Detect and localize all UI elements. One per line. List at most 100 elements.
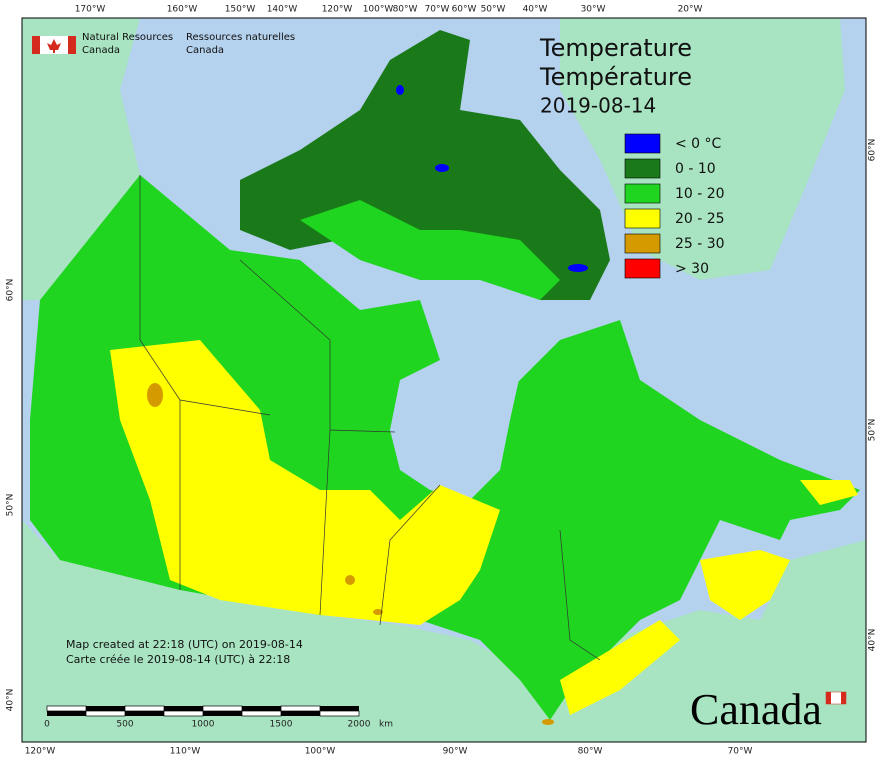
scale-unit: km	[379, 720, 393, 730]
legend-swatch	[624, 233, 661, 254]
top-graticule-label: 50°W	[481, 5, 506, 15]
newfoundland-warm	[800, 480, 858, 505]
note: Carte créée le 2019-08-14 (UTC) à 22:18	[66, 653, 290, 666]
scale-segment	[85, 710, 126, 717]
bottom-graticule-label: 90°W	[443, 747, 468, 757]
scale-segment	[319, 710, 360, 717]
legend-swatch	[624, 158, 661, 179]
hudson-bay	[390, 375, 520, 500]
legend-label: 25 - 30	[675, 236, 725, 252]
scale-segment	[125, 711, 164, 716]
agency-en: Natural Resources	[82, 32, 173, 43]
cold-spots	[396, 85, 588, 272]
hot-spot	[373, 609, 383, 615]
top-graticule-label: 20°W	[678, 5, 703, 15]
right-graticule-label: 50°N	[868, 419, 878, 442]
provincial-borders	[139, 175, 601, 661]
map-frame	[21, 17, 867, 743]
scale-segment	[47, 711, 86, 716]
top-graticule-label: 40°W	[523, 5, 548, 15]
top-graticule-label: 60°W	[452, 5, 477, 15]
agency-fr: Canada	[186, 45, 224, 56]
scale-segment	[320, 706, 359, 711]
scale-segment	[124, 705, 165, 712]
border	[239, 259, 331, 616]
top-graticule-label: 80°W	[393, 5, 418, 15]
cold-spot	[435, 164, 449, 172]
bottom-graticule-label: 120°W	[25, 747, 56, 757]
border	[179, 399, 271, 416]
bottom-graticule-label: 80°W	[578, 747, 603, 757]
arctic-warm-patch	[300, 200, 560, 300]
border	[139, 175, 181, 590]
legend-label: 20 - 25	[675, 211, 725, 227]
agency-fr: Ressources naturelles	[186, 32, 295, 43]
usa	[22, 520, 866, 742]
scale-segment	[203, 711, 242, 716]
border	[329, 429, 396, 433]
scale-label: 1500	[270, 720, 293, 730]
legend-swatch	[624, 133, 661, 154]
bottom-graticule-label: 70°W	[728, 747, 753, 757]
scale-segment	[281, 711, 320, 716]
right-graticule-label: 40°N	[868, 629, 878, 652]
top-graticule-label: 70°W	[425, 5, 450, 15]
maritimes-warm	[700, 550, 790, 620]
flag-bar	[68, 36, 76, 54]
legend-label: 0 - 10	[675, 161, 716, 177]
legend-swatch	[624, 208, 661, 229]
legend-label: > 30	[675, 261, 709, 277]
legend-label: < 0 °C	[675, 136, 722, 152]
bottom-graticule-label: 110°W	[170, 747, 201, 757]
hot-spot	[147, 383, 163, 407]
scale-segment	[280, 705, 321, 712]
scale-segment	[86, 706, 125, 711]
scale-segment	[242, 706, 281, 711]
top-graticule-label: 150°W	[225, 5, 256, 15]
cold-spot	[396, 85, 404, 95]
border	[559, 529, 601, 661]
top-graticule-label: 30°W	[581, 5, 606, 15]
hot-spot	[345, 575, 355, 585]
note: Map created at 22:18 (UTC) on 2019-08-14	[66, 638, 303, 651]
map-area	[21, 17, 867, 743]
scale-label: 0	[44, 720, 50, 730]
scale-segment	[163, 710, 204, 717]
title: Temperature	[539, 34, 692, 62]
agency-block: Natural Resources Canada Ressources natu…	[32, 32, 295, 56]
flag-bar	[32, 36, 40, 54]
scale-segment	[202, 705, 243, 712]
cold-spot	[568, 264, 588, 272]
bottom-graticule-label: 100°W	[305, 747, 336, 757]
top-graticule-label: 140°W	[267, 5, 298, 15]
scale-segment	[164, 706, 203, 711]
prairies-warm	[110, 340, 500, 625]
hot-spots	[147, 383, 554, 725]
top-graticule-label: 160°W	[167, 5, 198, 15]
scale-segment	[241, 710, 282, 717]
alaska	[22, 18, 140, 300]
ontario-warm	[560, 620, 680, 715]
hot-spot	[542, 719, 554, 725]
wordmark-flag-bar	[826, 692, 831, 704]
left-graticule-label: 60°N	[6, 279, 16, 302]
left-graticule-label: 50°N	[6, 494, 16, 517]
border	[379, 484, 441, 626]
agency-en: Canada	[82, 45, 120, 56]
top-graticule-label: 100°W	[363, 5, 394, 15]
scale-label: 1000	[192, 720, 215, 730]
date: 2019-08-14	[540, 94, 656, 118]
scale-label: 500	[116, 720, 133, 730]
legend-swatch	[624, 183, 661, 204]
legend-swatch	[624, 258, 661, 279]
maple-leaf	[47, 39, 61, 53]
top-graticule-label: 170°W	[75, 5, 106, 15]
scale-label: 2000	[348, 720, 371, 730]
wordmark-flag-bar	[841, 692, 846, 704]
wordmark: Canada	[690, 685, 847, 734]
wordmark-text: Canada	[690, 685, 822, 734]
top-graticule-label: 120°W	[322, 5, 353, 15]
scale-segment	[46, 705, 87, 712]
left-graticule-label: 40°N	[6, 689, 16, 712]
